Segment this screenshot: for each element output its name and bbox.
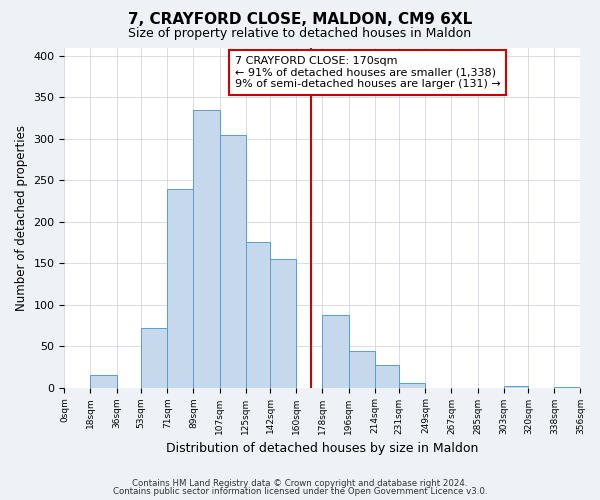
- Bar: [374, 365, 399, 388]
- Bar: [167, 188, 193, 388]
- Text: 7, CRAYFORD CLOSE, MALDON, CM9 6XL: 7, CRAYFORD CLOSE, MALDON, CM9 6XL: [128, 12, 472, 28]
- Bar: [399, 382, 425, 388]
- Text: Contains HM Land Registry data © Crown copyright and database right 2024.: Contains HM Land Registry data © Crown c…: [132, 479, 468, 488]
- Bar: [245, 242, 270, 388]
- Bar: [193, 110, 220, 388]
- Bar: [141, 328, 167, 388]
- Bar: [554, 386, 580, 388]
- Bar: [220, 134, 245, 388]
- Text: Contains public sector information licensed under the Open Government Licence v3: Contains public sector information licen…: [113, 487, 487, 496]
- X-axis label: Distribution of detached houses by size in Maldon: Distribution of detached houses by size …: [166, 442, 479, 455]
- Text: 7 CRAYFORD CLOSE: 170sqm
← 91% of detached houses are smaller (1,338)
9% of semi: 7 CRAYFORD CLOSE: 170sqm ← 91% of detach…: [235, 56, 500, 89]
- Y-axis label: Number of detached properties: Number of detached properties: [15, 124, 28, 310]
- Bar: [349, 351, 374, 388]
- Bar: [270, 259, 296, 388]
- Text: Size of property relative to detached houses in Maldon: Size of property relative to detached ho…: [128, 28, 472, 40]
- Bar: [322, 316, 349, 388]
- Bar: [503, 386, 529, 388]
- Bar: [91, 375, 116, 388]
